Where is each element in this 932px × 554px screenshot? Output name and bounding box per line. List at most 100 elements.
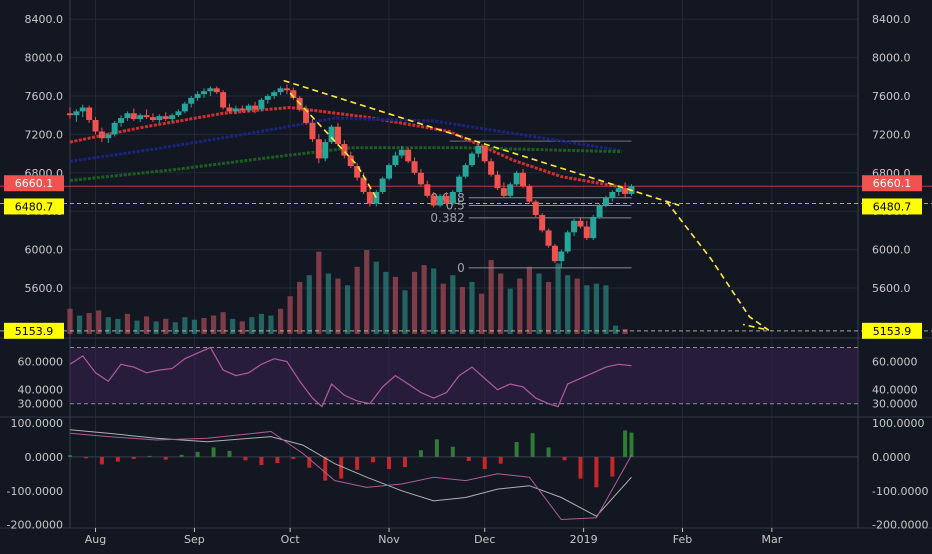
candle-body [86, 107, 93, 120]
volume-bar [574, 278, 580, 334]
moving-average-line [69, 105, 623, 189]
volume-bar [612, 325, 619, 334]
volume-bar [220, 312, 226, 334]
volume-bar [431, 268, 437, 334]
x-tick-label: Nov [378, 533, 400, 546]
candle-body [111, 122, 118, 135]
volume-bar [115, 318, 121, 334]
candle-body [500, 188, 507, 196]
price-y-tick-left: 7200.0 [25, 128, 64, 141]
macd-histogram-bar [610, 456, 615, 477]
candle-body [207, 88, 214, 92]
macd-histogram-bar [562, 456, 567, 461]
candle-body [130, 113, 137, 120]
candle-body [583, 226, 590, 239]
candle-body [162, 116, 169, 120]
volume-bar [517, 278, 523, 334]
trendline [665, 201, 770, 331]
candle-body [105, 134, 112, 139]
x-tick-label: Mar [761, 533, 782, 546]
price-y-tick-left: 5600.0 [25, 282, 64, 295]
candle-body [315, 139, 322, 159]
volume-bar [593, 283, 599, 334]
rsi-line [69, 346, 632, 408]
price-y-tick-left: 7600.0 [25, 90, 64, 103]
candle-body [437, 195, 444, 206]
price-y-tick-right: 8400.0 [872, 13, 911, 26]
price-y-tick-left: 8400.0 [25, 13, 64, 26]
volume-bar [440, 283, 446, 334]
volume-bar [172, 322, 178, 334]
volume-bar [392, 276, 399, 334]
volume-bar [249, 317, 255, 334]
macd-histogram-bar [68, 455, 72, 457]
rsi-y-tick-right: 30.0000 [872, 398, 918, 411]
candle-body [494, 174, 501, 189]
rsi-y-tick-left: 40.0000 [18, 384, 64, 397]
candle-body [188, 97, 195, 104]
price-y-tick-right: 7600.0 [872, 90, 911, 103]
volume-bar [622, 328, 628, 334]
candle-body [539, 215, 546, 231]
candle-body [577, 220, 584, 227]
rsi-panel[interactable] [69, 346, 858, 408]
candle-body [609, 192, 616, 198]
candle-body [545, 230, 552, 246]
candle-body [456, 176, 463, 192]
candle-body [513, 172, 520, 185]
volume-bar [96, 310, 102, 334]
fib-level-label: 0 [457, 261, 465, 275]
price-label-text-right: 6480.7 [873, 200, 912, 213]
candle-body [124, 113, 131, 119]
macd-histogram-bar [179, 454, 184, 457]
price-label-box-left [4, 198, 64, 215]
price-label-text-right: 6660.1 [873, 177, 912, 190]
candle-body [596, 205, 603, 217]
volume-bar [565, 275, 571, 334]
macd-y-tick-right: 100.0000 [872, 417, 925, 430]
candle-body [303, 109, 310, 123]
x-tick-label: Oct [281, 533, 301, 546]
macd-y-tick-right: -100.0000 [872, 485, 928, 498]
rsi-y-tick-left: 60.0000 [18, 356, 64, 369]
macd-histogram-bar [371, 456, 376, 463]
macd-panel[interactable] [68, 429, 858, 521]
volume-bar [488, 260, 494, 334]
candle-body [417, 172, 424, 185]
candle-body [571, 220, 578, 233]
macd-histogram-bar [323, 456, 328, 481]
volume-bar [268, 315, 274, 334]
volume-bar [459, 286, 466, 334]
macd-histogram-bar [195, 451, 200, 457]
macd-histogram-bar [131, 456, 136, 459]
volume-bar [153, 321, 159, 334]
macd-histogram-bar [291, 456, 296, 459]
moving-average-line [69, 146, 622, 182]
macd-y-tick-left: 100.0000 [11, 417, 64, 430]
macd-histogram-bar [623, 430, 628, 457]
candle-body [532, 201, 539, 216]
macd-line [69, 429, 632, 517]
macd-histogram-bar [546, 447, 551, 457]
macd-histogram-bar [498, 456, 503, 464]
candle-body [602, 197, 609, 206]
macd-y-tick-left: -200.0000 [7, 519, 63, 532]
trendline [289, 92, 377, 199]
volume-bar [373, 261, 379, 334]
macd-histogram-bar [594, 456, 599, 488]
macd-histogram-bar [482, 456, 487, 470]
candle-body [622, 188, 629, 194]
candle-body [271, 92, 278, 96]
volume-bar [201, 318, 207, 334]
candle-body [239, 108, 246, 111]
trendline [283, 79, 680, 207]
macd-line [69, 430, 632, 521]
candle-body [283, 88, 290, 91]
candle-body [590, 216, 597, 239]
candle-body [92, 120, 99, 132]
candle-body [462, 165, 469, 177]
volume-bar [498, 273, 504, 334]
